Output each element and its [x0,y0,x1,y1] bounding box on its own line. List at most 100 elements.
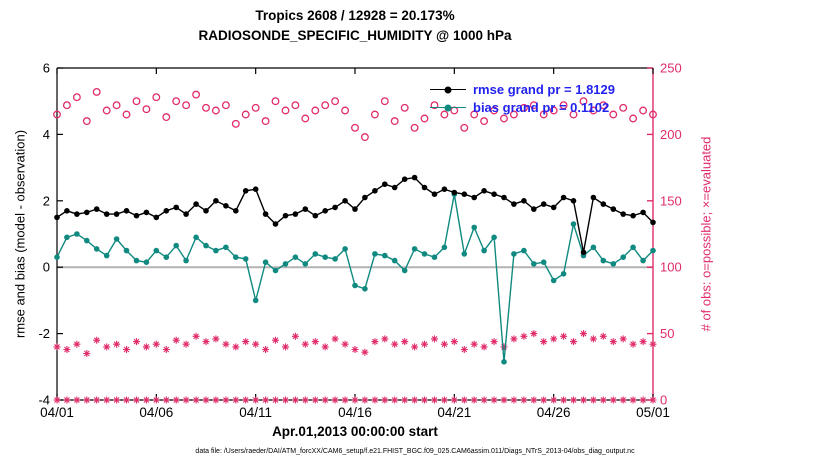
evaluated_zero_row-marker [341,396,349,404]
evaluated_zero_row-marker [202,396,210,404]
y-left-tick-label: 0 [43,260,50,275]
possible_obs-marker [72,93,81,102]
evaluated_zero_row-marker [272,396,279,404]
bias-marker [183,257,189,264]
rmse-marker [590,194,597,201]
evaluated_obs-marker [570,338,577,346]
evaluated_obs-marker [401,338,409,346]
possible_obs-marker [351,123,359,132]
evaluated_obs-marker [142,343,150,351]
evaluated_obs-marker [123,346,130,353]
possible_obs-marker [62,101,71,110]
possible_obs-marker [102,106,111,115]
evaluated_zero_row-marker [450,396,458,404]
bias-dot-icon [444,104,452,111]
bias-marker [610,261,617,267]
possible_obs-marker [231,119,240,128]
bias-marker [511,251,517,257]
y-right-tick-label: 150 [660,193,682,208]
evaluated_zero_row-marker [391,396,399,404]
bias-marker [282,261,289,267]
chart-title-block: Tropics 2608 / 12928 = 20.173% RADIOSOND… [57,6,653,46]
evaluated_zero_row-marker [262,396,270,404]
possible_obs-marker [112,101,121,110]
series-possible_obs [53,87,657,142]
evaluated_zero_row-marker [212,396,220,404]
rmse-marker [501,194,507,201]
evaluated_obs-marker [172,336,180,344]
rmse-marker [292,211,299,217]
y-right-tick-label: 50 [660,326,674,341]
rmse-marker [600,201,607,207]
evaluated_obs-marker [619,335,627,343]
rmse-marker [511,201,517,207]
evaluated_zero_row-marker [530,396,538,404]
possible_obs-marker [390,117,399,126]
bias-marker [302,261,309,267]
rmse-marker [610,206,617,212]
bias-marker [362,286,368,292]
possible_obs-marker [261,117,270,126]
bias-marker [550,277,557,284]
evaluated_zero_row-marker [580,396,587,404]
rmse-marker [640,209,646,216]
x-tick-label: 04/11 [239,405,272,420]
evaluated_zero_row-marker [440,396,448,404]
possible_obs-marker [569,110,578,119]
bias-marker [153,247,160,254]
possible_obs-marker [490,106,499,115]
bias-marker [123,247,130,254]
bias-marker [203,242,209,249]
rmse-marker [183,211,189,217]
evaluated_obs-marker [540,338,548,346]
bias-marker [223,244,229,251]
evaluated_obs-marker [321,343,329,351]
evaluated_obs-marker [133,338,140,346]
evaluated_obs-marker [63,346,71,353]
evaluated_obs-marker [301,340,309,348]
rmse-marker [521,198,527,204]
rmse-marker [223,203,229,209]
legend: rmse grand pr = 1.8129 bias grand pr = 0… [430,80,615,116]
evaluated_obs-marker [311,338,319,346]
rmse-marker [322,208,329,214]
x-tick-label: 04/21 [437,405,471,420]
rmse-marker [471,194,478,201]
evaluated_obs-marker [550,335,558,343]
possible_obs-marker [649,110,657,119]
rmse-marker [630,212,636,219]
bias-line-marker-icon [430,104,466,111]
bias-marker [630,244,636,251]
bias-marker [471,224,478,231]
possible_obs-marker [609,110,618,119]
bias-marker [312,251,319,257]
evaluated_obs-marker [242,338,250,346]
chart-title: Tropics 2608 / 12928 = 20.173% [255,8,455,23]
bias-marker [252,297,259,304]
possible_obs-marker [599,101,608,110]
bias-marker [233,254,239,260]
legend-item-rmse: rmse grand pr = 1.8129 [430,80,615,98]
possible_obs-marker [221,101,230,110]
evaluated_zero_row-marker [321,396,329,404]
series-evaluated_obs [53,330,657,357]
evaluated_zero_row-marker [301,396,309,404]
evaluated_zero_row-marker [381,396,389,404]
rmse-marker [203,208,209,214]
y-right-tick-label: 200 [660,127,682,142]
evaluated_zero_row-marker [361,396,369,404]
evaluated_zero_row-marker [540,396,548,404]
bias-marker [103,252,110,259]
rmse-marker [620,211,626,217]
rmse-marker [362,194,368,201]
evaluated_obs-marker [391,340,399,348]
evaluated_zero_row-marker [331,396,339,404]
bias-marker [391,257,398,264]
evaluated_zero_row-marker [510,396,518,404]
bias-marker [570,221,577,227]
rmse-marker [451,189,458,196]
bias-marker [382,252,388,259]
rmse-marker [213,198,219,204]
evaluated_obs-marker [450,338,458,346]
evaluated_obs-marker [53,343,61,351]
